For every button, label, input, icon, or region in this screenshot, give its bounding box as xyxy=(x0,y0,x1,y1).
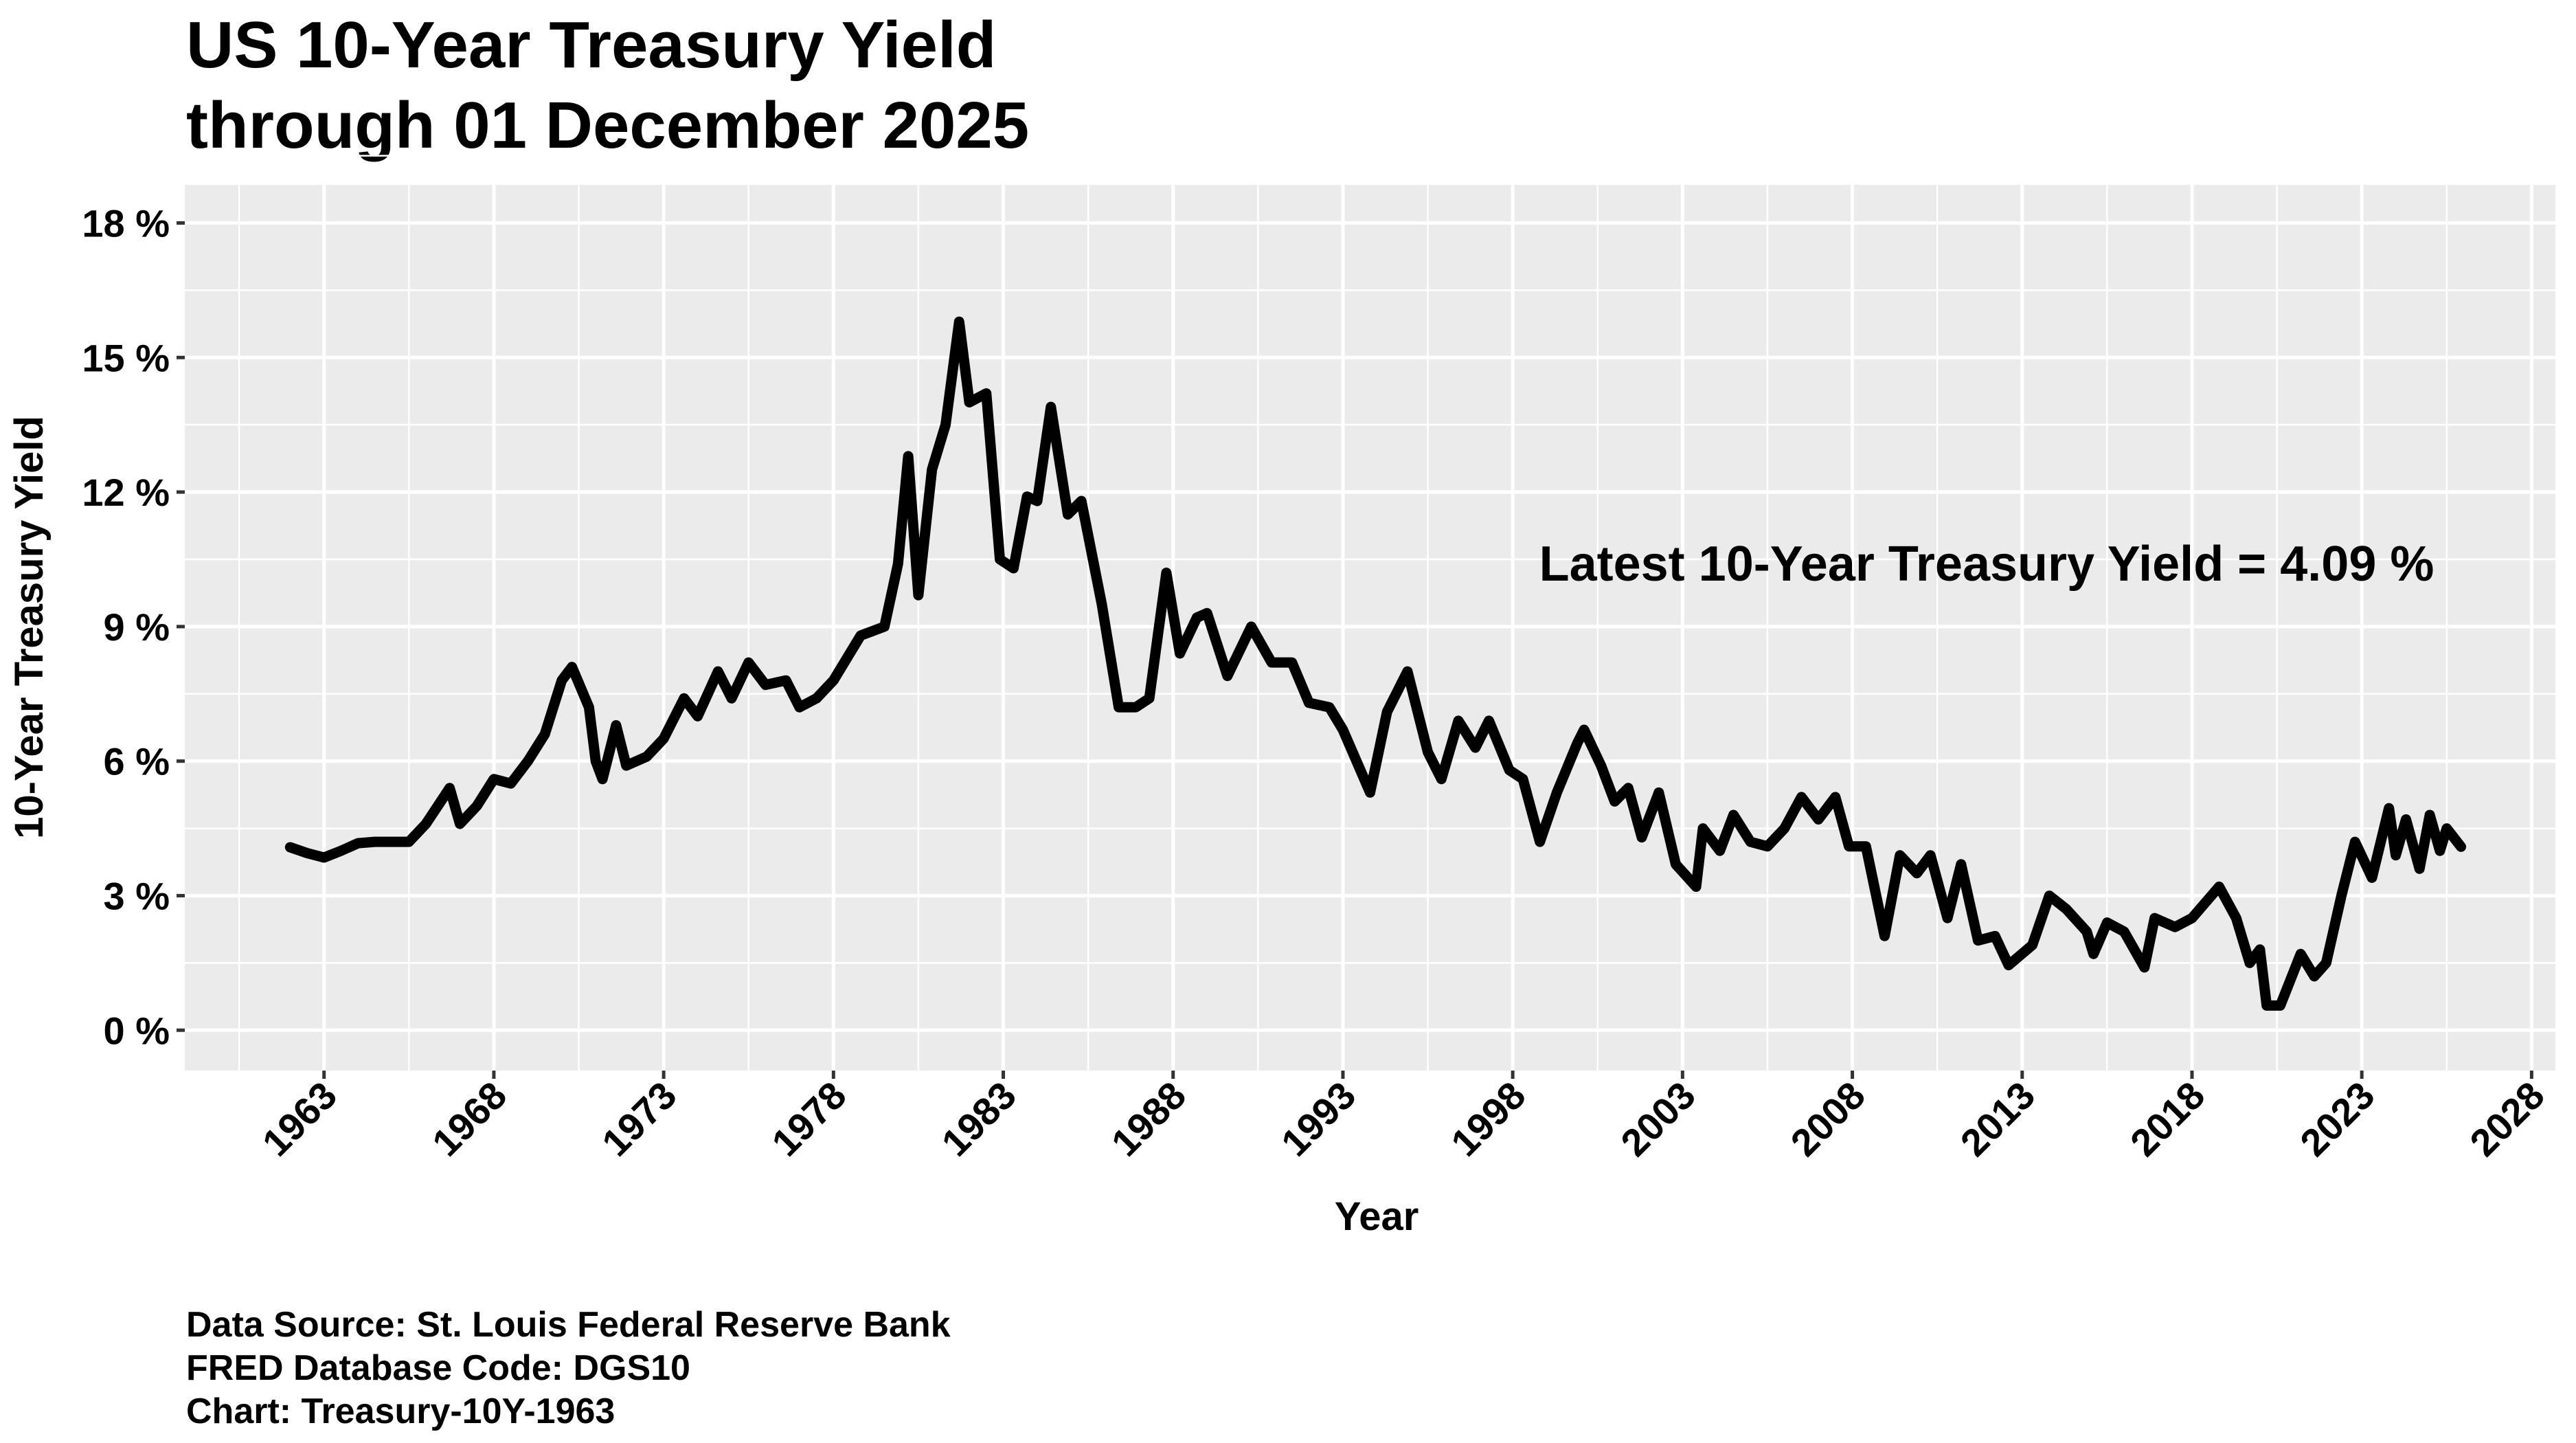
y-tick-label: 18 % xyxy=(82,201,170,245)
caption-data-source: Data Source: St. Louis Federal Reserve B… xyxy=(186,1305,951,1345)
y-tick-label: 0 % xyxy=(104,1009,170,1052)
x-tick-label: 2013 xyxy=(1952,1073,2044,1165)
chart-title-line2: through 01 December 2025 xyxy=(186,89,1029,162)
x-tick-label: 1968 xyxy=(424,1073,515,1165)
y-tick-label: 3 % xyxy=(104,874,170,917)
x-tick-label: 2018 xyxy=(2122,1073,2213,1165)
caption-database-code: FRED Database Code: DGS10 xyxy=(186,1348,690,1388)
y-tick-label: 9 % xyxy=(104,605,170,649)
y-tick-label: 6 % xyxy=(104,740,170,783)
x-tick-label: 1998 xyxy=(1443,1073,1534,1165)
x-tick-label: 1988 xyxy=(1103,1073,1195,1165)
x-tick-label: 2023 xyxy=(2292,1073,2383,1165)
x-tick-label: 1978 xyxy=(763,1073,855,1165)
y-tick-label: 15 % xyxy=(82,336,170,379)
x-tick-label: 1973 xyxy=(594,1073,685,1165)
chart-title-line1: US 10-Year Treasury Yield xyxy=(186,8,996,82)
y-tick-label: 12 % xyxy=(82,471,170,514)
x-tick-label: 1993 xyxy=(1273,1073,1364,1165)
x-tick-label: 2028 xyxy=(2461,1073,2553,1165)
yield-series-line xyxy=(284,316,2467,1011)
y-axis: 0 % 3 % 6 % 9 % 12 % 15 % 18 % xyxy=(82,201,185,1052)
x-tick-label: 1963 xyxy=(254,1073,346,1165)
x-axis-label: Year xyxy=(1335,1194,1419,1239)
y-axis-label: 10-Year Treasury Yield xyxy=(7,416,52,839)
caption-chart-id: Chart: Treasury-10Y-1963 xyxy=(186,1391,615,1431)
x-axis: 1963 1968 1973 1978 1983 1988 1993 1998 2003 2008… xyxy=(254,1071,2553,1165)
x-tick-label: 1983 xyxy=(933,1073,1024,1165)
latest-yield-annotation: Latest 10-Year Treasury Yield = 4.09 % xyxy=(1539,537,2434,592)
x-tick-label: 2003 xyxy=(1612,1073,1704,1165)
x-tick-label: 2008 xyxy=(1782,1073,1873,1165)
